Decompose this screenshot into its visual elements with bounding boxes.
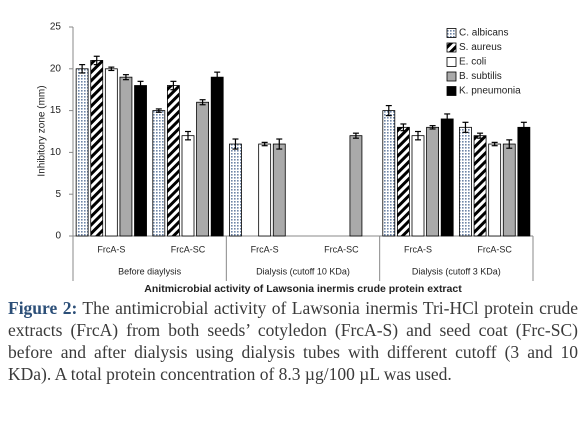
y-tick-label: 10 — [50, 147, 62, 158]
error-bar — [477, 132, 484, 139]
y-tick-label: 15 — [50, 105, 62, 116]
error-bar — [400, 123, 407, 132]
error-bar — [170, 80, 177, 91]
group-label: Before diaylysis — [118, 266, 182, 276]
legend-swatch — [446, 42, 457, 53]
bar — [349, 135, 363, 237]
bar — [459, 126, 472, 237]
y-tick-label: 0 — [55, 231, 61, 242]
error-bar — [385, 104, 392, 117]
error-bar — [185, 130, 191, 141]
x-tick-label: FrcA-SC — [324, 244, 359, 254]
error-bar — [232, 138, 239, 150]
bar — [166, 85, 180, 237]
error-bar — [444, 113, 451, 125]
legend-label: S. aureus — [459, 42, 502, 53]
y-tick-label: 5 — [55, 189, 61, 200]
group-label: Dialysis (cutoff 3 KDa) — [412, 266, 501, 276]
legend-swatch — [446, 71, 457, 82]
caption: Figure 2: The antimicrobial activity of … — [8, 297, 578, 385]
legend-swatch — [446, 86, 457, 96]
error-bar — [415, 130, 421, 141]
chart: Inhibitory zone (mm) Anitmicrobial activ… — [37, 22, 534, 295]
x-tick-label: FrcA-S — [251, 244, 279, 254]
x-tick-label: FrcA-S — [97, 244, 125, 254]
legend-swatch — [446, 57, 457, 67]
legend-label: C. albicans — [459, 28, 508, 39]
bar — [258, 143, 272, 237]
error-bar — [261, 141, 268, 147]
error-bar — [93, 55, 100, 66]
bar — [210, 76, 224, 237]
y-tick-label: 25 — [50, 22, 62, 33]
bar — [229, 143, 242, 237]
bar — [517, 126, 531, 237]
legend-swatch — [446, 28, 457, 38]
error-bar — [214, 71, 221, 83]
x-tick-label: FrcA-SC — [171, 244, 206, 254]
error-bar — [276, 138, 283, 150]
error-bar — [352, 132, 359, 139]
error-bar — [199, 99, 206, 106]
bar — [488, 143, 502, 237]
error-bar — [520, 121, 527, 133]
bar — [473, 135, 487, 237]
bar — [75, 68, 89, 237]
caption-text: The antimicrobial activity of Lawsonia i… — [8, 298, 578, 384]
bar — [90, 60, 104, 237]
bar — [272, 143, 286, 237]
x-tick-label: FrcA-SC — [477, 244, 512, 254]
y-tick-label: 20 — [50, 63, 62, 74]
bar — [440, 118, 454, 237]
bar — [396, 126, 410, 237]
x-tick-label: FrcA-S — [404, 244, 432, 254]
bar — [196, 101, 210, 237]
chart-title: Anitmicrobial activity of Lawsonia inerm… — [144, 283, 462, 295]
bar — [382, 110, 396, 237]
legend-label: E. coli — [459, 57, 486, 68]
group-label: Dialysis (cutoff 10 KDa) — [256, 266, 350, 276]
error-bar — [79, 64, 86, 74]
bar — [181, 135, 195, 237]
legend-label: B. subtilis — [459, 71, 502, 82]
error-bar — [429, 125, 436, 130]
error-bar — [462, 121, 469, 133]
error-bar — [137, 80, 144, 91]
error-bar — [155, 108, 162, 113]
error-bar — [491, 141, 498, 147]
bar — [426, 126, 440, 237]
legend-label: K. pneumonia — [459, 86, 521, 97]
caption-label: Figure 2: — [8, 298, 78, 318]
error-bar — [506, 139, 513, 149]
bar — [134, 85, 147, 237]
bar — [502, 143, 516, 237]
bar — [104, 68, 118, 237]
y-axis-title: Inhibitory zone (mm) — [37, 85, 48, 176]
bar — [152, 110, 166, 237]
error-bar — [122, 74, 129, 81]
bar — [119, 76, 133, 237]
bar — [411, 135, 425, 237]
error-bar — [108, 66, 115, 72]
